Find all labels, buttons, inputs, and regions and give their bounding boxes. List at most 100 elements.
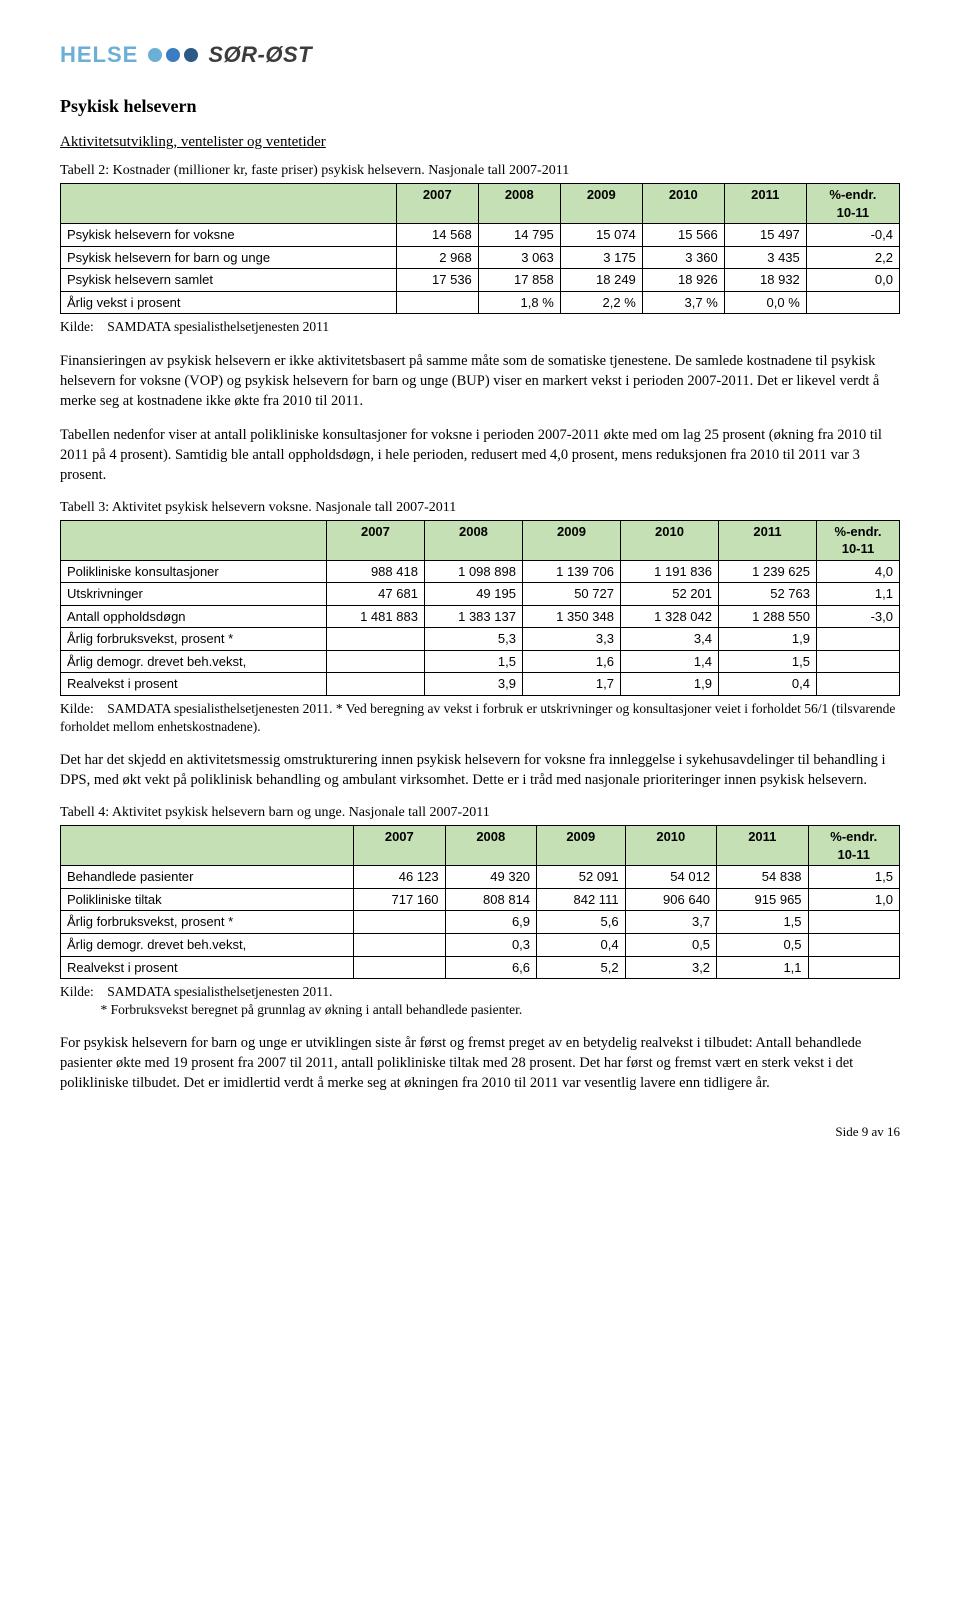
table-cell: Psykisk helsevern for voksne — [61, 224, 397, 247]
table-cell — [808, 956, 899, 979]
table-header — [61, 826, 354, 866]
table-cell — [817, 650, 900, 673]
table-cell: 52 201 — [620, 583, 718, 606]
paragraph-2: Tabellen nedenfor viser at antall polikl… — [60, 425, 900, 485]
logo-dots — [148, 48, 198, 62]
table-cell: 842 111 — [537, 888, 626, 911]
table-cell: Psykisk helsevern for barn og unge — [61, 246, 397, 269]
table-cell: 3,2 — [625, 956, 716, 979]
table-header: 2007 — [354, 826, 445, 866]
table-cell — [817, 628, 900, 651]
table-cell: 1 328 042 — [620, 605, 718, 628]
table-cell: 1,4 — [620, 650, 718, 673]
table-cell: 17 536 — [396, 269, 478, 292]
table-cell: 1,5 — [718, 650, 816, 673]
table-cell: 0,0 — [806, 269, 899, 292]
table-cell: 5,2 — [537, 956, 626, 979]
table-cell: 3 435 — [724, 246, 806, 269]
table-row: Årlig vekst i prosent1,8 %2,2 %3,7 %0,0 … — [61, 291, 900, 314]
table-cell — [806, 291, 899, 314]
table-cell: 1,5 — [717, 911, 808, 934]
table-cell: 54 838 — [717, 866, 808, 889]
logo-text-right: SØR-ØST — [208, 40, 312, 70]
table-header — [61, 184, 397, 224]
table-cell: 17 858 — [478, 269, 560, 292]
table-header — [61, 520, 327, 560]
table-header: 2007 — [396, 184, 478, 224]
table-row: Årlig forbruksvekst, prosent *5,33,33,41… — [61, 628, 900, 651]
table-header: 2011 — [717, 826, 808, 866]
table-header: 2010 — [625, 826, 716, 866]
page-footer: Side 9 av 16 — [60, 1123, 900, 1141]
table2: 20072008200920102011%-endr.10-11Psykisk … — [60, 183, 900, 314]
table-cell — [326, 650, 424, 673]
table-cell: 50 727 — [522, 583, 620, 606]
table-row: Utskrivninger47 68149 19550 72752 20152 … — [61, 583, 900, 606]
table-cell: 3,4 — [620, 628, 718, 651]
table-cell: 18 932 — [724, 269, 806, 292]
table-row: Antall oppholdsdøgn1 481 8831 383 1371 3… — [61, 605, 900, 628]
table-cell: 15 074 — [560, 224, 642, 247]
table-cell: 1 350 348 — [522, 605, 620, 628]
table-cell: 1,0 — [808, 888, 899, 911]
table-cell: Årlig forbruksvekst, prosent * — [61, 911, 354, 934]
table-cell: 1 288 550 — [718, 605, 816, 628]
table-cell: 52 091 — [537, 866, 626, 889]
logo-dot-icon — [166, 48, 180, 62]
table-cell: Realvekst i prosent — [61, 673, 327, 696]
table-cell: 49 195 — [424, 583, 522, 606]
table-cell: 15 497 — [724, 224, 806, 247]
table-cell: 1,8 % — [478, 291, 560, 314]
table-header: 2008 — [478, 184, 560, 224]
table-cell — [808, 933, 899, 956]
table-row: Psykisk helsevern for barn og unge2 9683… — [61, 246, 900, 269]
table-cell: Antall oppholdsdøgn — [61, 605, 327, 628]
section-title: Psykisk helsevern — [60, 94, 900, 118]
table-cell: Årlig demogr. drevet beh.vekst, — [61, 650, 327, 673]
table-row: Psykisk helsevern samlet17 53617 85818 2… — [61, 269, 900, 292]
table-cell: 0,4 — [718, 673, 816, 696]
table-cell: 1 098 898 — [424, 560, 522, 583]
table-header: 2009 — [537, 826, 626, 866]
table-header: %-endr.10-11 — [806, 184, 899, 224]
table-cell: 1,9 — [718, 628, 816, 651]
table-row: Psykisk helsevern for voksne14 56814 795… — [61, 224, 900, 247]
table-cell: 6,9 — [445, 911, 536, 934]
table4: 20072008200920102011%-endr.10-11Behandle… — [60, 825, 900, 979]
table-cell: 49 320 — [445, 866, 536, 889]
table-cell: 54 012 — [625, 866, 716, 889]
table-cell: 14 568 — [396, 224, 478, 247]
table-row: Behandlede pasienter46 12349 32052 09154… — [61, 866, 900, 889]
table-header: 2010 — [642, 184, 724, 224]
logo-dot-icon — [184, 48, 198, 62]
table-header: 2011 — [718, 520, 816, 560]
table-row: Realvekst i prosent6,65,23,21,1 — [61, 956, 900, 979]
table-cell: 1,1 — [717, 956, 808, 979]
table-cell: 1 481 883 — [326, 605, 424, 628]
table-header: 2007 — [326, 520, 424, 560]
table-cell: 906 640 — [625, 888, 716, 911]
table3-caption: Tabell 3: Aktivitet psykisk helsevern vo… — [60, 499, 900, 518]
table-cell: 6,6 — [445, 956, 536, 979]
table-cell: 3,9 — [424, 673, 522, 696]
table2-source: Kilde: SAMDATA spesialisthelsetjenesten … — [60, 318, 900, 336]
table-cell: 47 681 — [326, 583, 424, 606]
table-cell: Årlig vekst i prosent — [61, 291, 397, 314]
table-cell: 18 926 — [642, 269, 724, 292]
table-cell: Årlig demogr. drevet beh.vekst, — [61, 933, 354, 956]
paragraph-1: Finansieringen av psykisk helsevern er i… — [60, 351, 900, 411]
paragraph-3: Det har det skjedd en aktivitetsmessig o… — [60, 750, 900, 790]
table-cell: 1,9 — [620, 673, 718, 696]
table-cell: 3 063 — [478, 246, 560, 269]
table-cell: 15 566 — [642, 224, 724, 247]
table-cell: 1,5 — [808, 866, 899, 889]
table-cell: 14 795 — [478, 224, 560, 247]
table-cell — [354, 911, 445, 934]
table-header: %-endr.10-11 — [808, 826, 899, 866]
table-header: 2008 — [445, 826, 536, 866]
table3-source: Kilde: SAMDATA spesialisthelsetjenesten … — [60, 700, 900, 736]
table-cell — [326, 628, 424, 651]
logo-dot-icon — [148, 48, 162, 62]
table-row: Realvekst i prosent3,91,71,90,4 — [61, 673, 900, 696]
logo: HELSE SØR-ØST — [60, 40, 900, 70]
